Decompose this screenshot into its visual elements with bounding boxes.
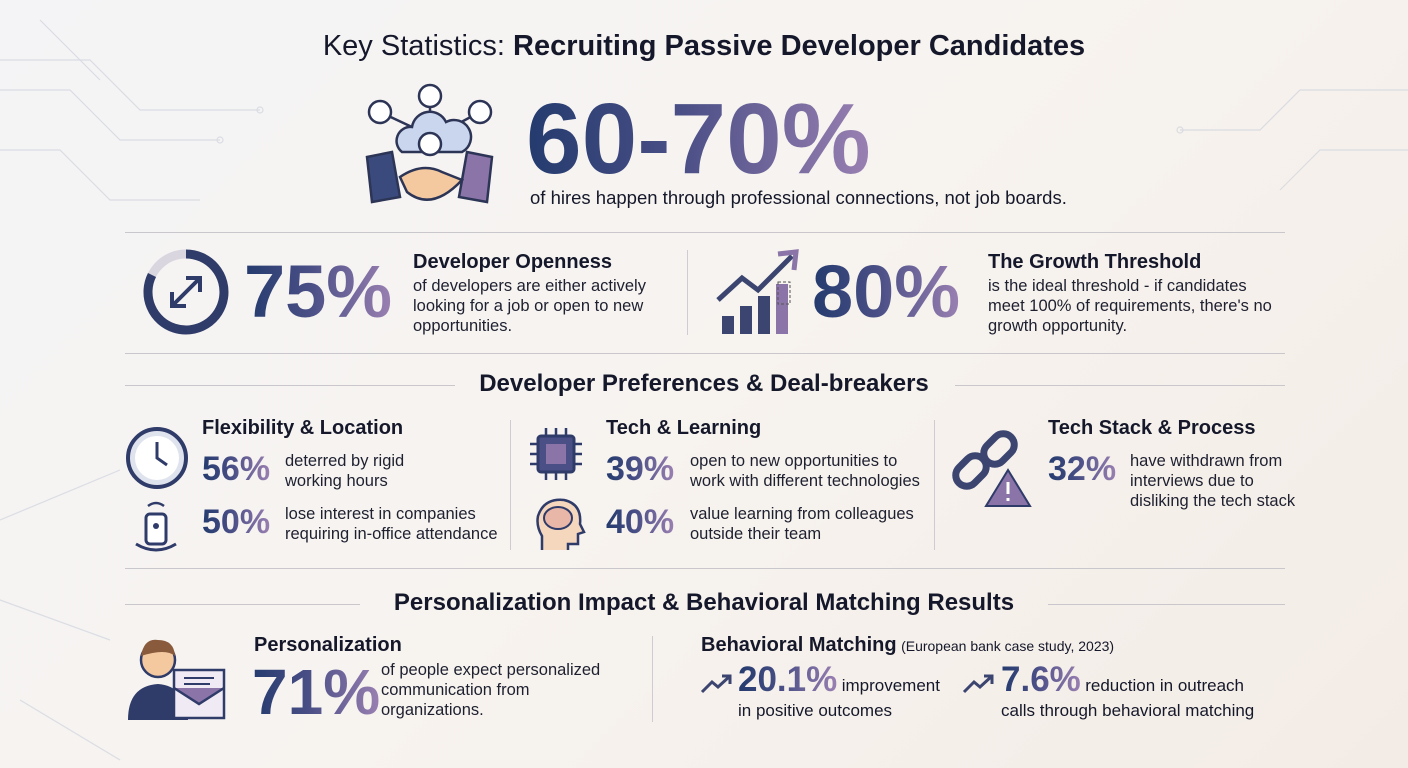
location-icon [135, 501, 177, 552]
broken-chain-icon [952, 430, 1032, 507]
hero-value: 60-70% [526, 83, 871, 195]
divider [510, 420, 511, 550]
result-item: 7.6% reduction in outreach calls through… [1001, 660, 1271, 723]
item-value: 50% [202, 503, 271, 541]
title-light: Key Statistics: [322, 30, 505, 62]
handshake-network-icon [365, 83, 494, 204]
hero-text: of hires happen through professional con… [530, 187, 1067, 208]
item-value: 39% [606, 450, 675, 488]
divider [125, 232, 1285, 233]
divider [687, 250, 688, 335]
section-rule [125, 385, 455, 386]
divider [934, 420, 935, 550]
stat-value: 80% [812, 250, 961, 333]
section-title: Developer Preferences & Deal-breakers [479, 370, 929, 397]
column-heading: Tech & Learning [606, 417, 762, 439]
item-text: lose interest in companies requiring in-… [285, 505, 498, 543]
block-heading: Personalization [254, 634, 402, 656]
result-text: reduction in outreach calls through beha… [1001, 676, 1255, 720]
stat-heading: The Growth Threshold [988, 251, 1202, 273]
section-rule [955, 385, 1285, 386]
divider [125, 353, 1285, 354]
column-heading: Tech Stack & Process [1048, 417, 1256, 439]
column-heading: Flexibility & Location [202, 417, 404, 439]
divider [652, 636, 653, 722]
behavioral-header: Behavioral Matching (European bank case … [701, 634, 1114, 657]
title: Key Statistics: Recruiting Passive Devel… [0, 30, 1408, 63]
item-value: 32% [1048, 450, 1117, 488]
item-text: deterred by rigid working hours [285, 452, 405, 490]
clock-icon [126, 427, 188, 489]
stat-text: is the ideal threshold - if candidates m… [988, 277, 1272, 335]
title-bold: Recruiting Passive Developer Candidates [513, 30, 1086, 62]
stat-text: of developers are either actively lookin… [413, 277, 646, 335]
trend-icon [962, 674, 994, 694]
section-rule [125, 604, 360, 605]
item-value: 40% [606, 503, 675, 541]
divider [125, 568, 1285, 569]
stat-value: 75% [244, 250, 393, 333]
block-text: of people expect personalized communicat… [381, 661, 601, 719]
openness-icon [143, 249, 229, 335]
chip-icon [530, 428, 582, 480]
item-value: 56% [202, 450, 271, 488]
stat-heading: Developer Openness [413, 251, 612, 273]
section-rule [1048, 604, 1285, 605]
block-note: (European bank case study, 2023) [901, 638, 1115, 654]
block-value: 71% [252, 656, 381, 728]
result-text: improvement in positive outcomes [738, 676, 940, 720]
item-text: value learning from colleagues outside t… [690, 505, 914, 543]
item-text: open to new opportunities to work with d… [690, 452, 920, 490]
brain-icon [536, 498, 586, 550]
section-title: Personalization Impact & Behavioral Matc… [393, 589, 1015, 616]
personalization-icon [128, 639, 226, 720]
trend-icon [700, 674, 732, 694]
block-heading: Behavioral Matching [701, 634, 897, 656]
result-value: 20.1% [738, 660, 838, 699]
result-value: 7.6% [1001, 660, 1081, 699]
item-text: have withdrawn from interviews due to di… [1130, 452, 1296, 510]
growth-icon [716, 249, 799, 334]
result-item: 20.1% improvement in positive outcomes [738, 660, 953, 723]
